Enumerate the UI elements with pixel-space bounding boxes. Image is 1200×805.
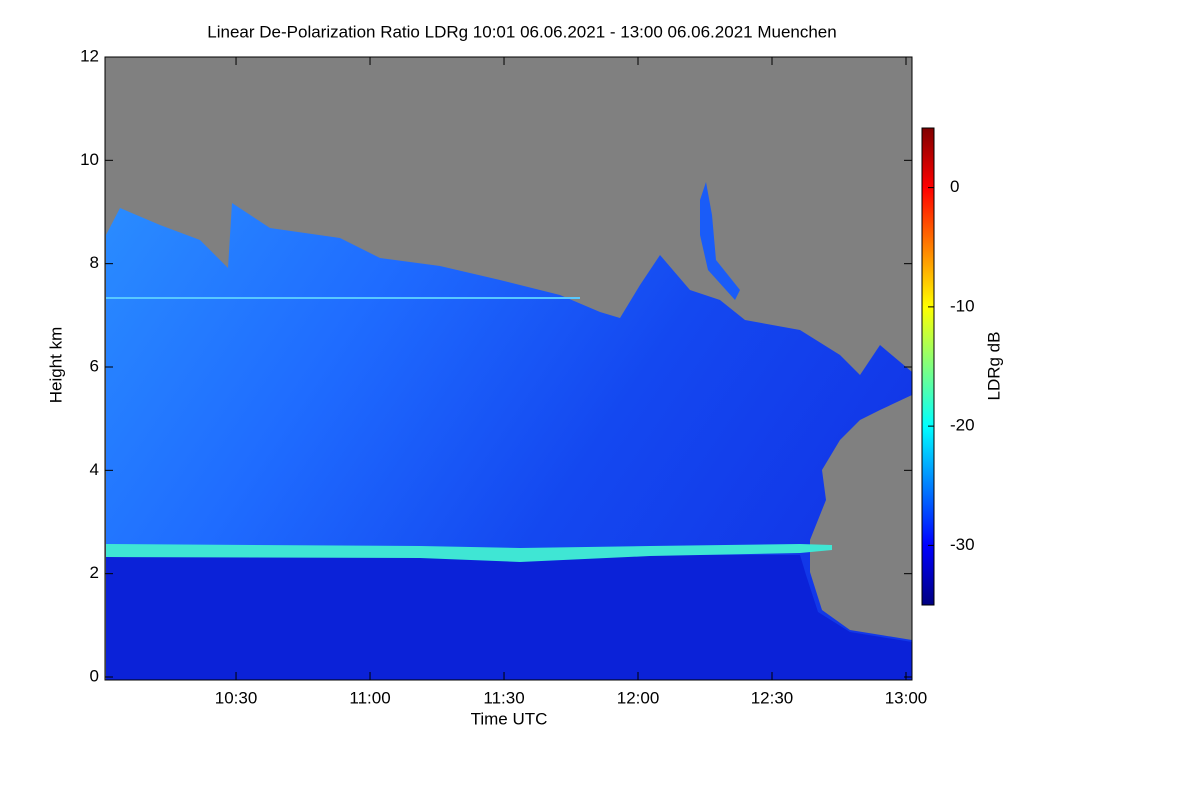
x-tick-label: 13:00 (885, 688, 928, 707)
plot-frame (104, 56, 913, 681)
x-tick-label: 12:00 (617, 688, 660, 707)
y-axis-label: Height km (46, 327, 65, 404)
colorbar-tick-label: -30 (950, 535, 975, 554)
y-tick-label: 8 (90, 253, 99, 272)
x-tick-label: 12:30 (751, 688, 794, 707)
colorbar-tick-label: -10 (950, 296, 975, 315)
x-axis-label: Time UTC (471, 709, 548, 728)
chart-title: Linear De-Polarization Ratio LDRg 10:01 … (207, 22, 836, 41)
colorbar-tick-label: -20 (950, 416, 975, 435)
cloud-streak (700, 182, 740, 300)
y-tick-label: 2 (90, 563, 99, 582)
x-tick-label: 11:00 (349, 688, 390, 707)
y-tick-label: 12 (80, 46, 99, 65)
boundary-layer (106, 555, 912, 680)
colorbar-tick-label: 0 (950, 177, 959, 196)
aerosol-layer (106, 544, 832, 562)
x-tick-label: 10:30 (215, 688, 258, 707)
y-tick-label: 4 (90, 460, 99, 479)
x-tick-label: 11:30 (483, 688, 524, 707)
y-tick-label: 0 (90, 666, 99, 685)
colorbar (921, 127, 935, 606)
y-tick-label: 10 (80, 150, 99, 169)
y-tick-label: 6 (90, 356, 99, 375)
colorbar-label: LDRg dB (984, 332, 1003, 401)
